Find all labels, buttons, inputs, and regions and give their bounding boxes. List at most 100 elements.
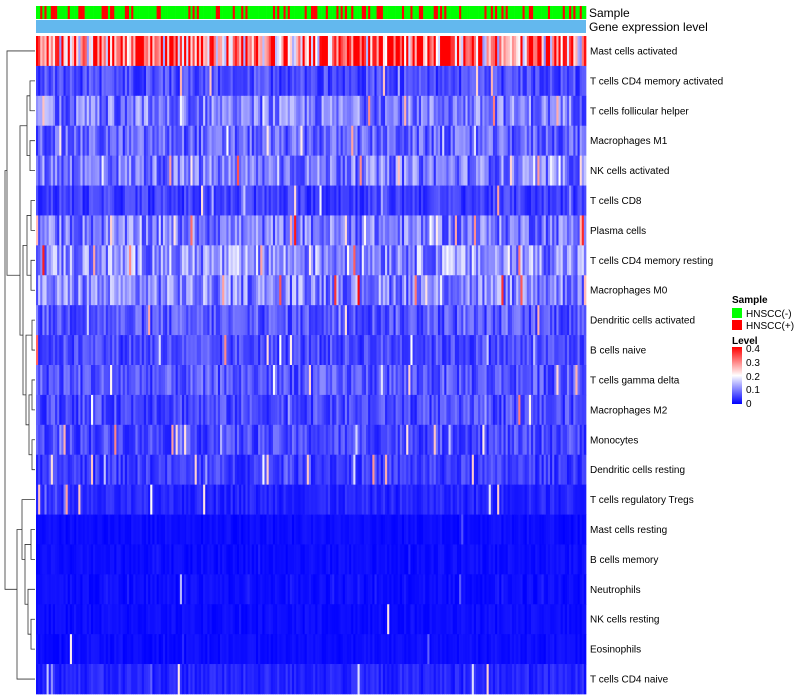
heatmap-cell <box>76 574 79 605</box>
heatmap-cell <box>315 36 318 67</box>
heatmap-cell <box>452 275 456 306</box>
heatmap-cell <box>482 365 485 396</box>
sample-annotation-cell <box>579 6 583 19</box>
heatmap-cell <box>181 454 185 485</box>
heatmap-cell <box>84 424 88 456</box>
heatmap-cell <box>105 95 109 127</box>
heatmap-cell <box>446 245 449 276</box>
sample-annotation-cell <box>256 6 259 19</box>
heatmap-cell <box>526 185 530 216</box>
heatmap-cell <box>450 275 454 306</box>
heatmap-cell <box>241 185 244 216</box>
heatmap-cell <box>188 514 191 545</box>
heatmap-cell <box>234 484 238 515</box>
heatmap-cell <box>342 36 346 67</box>
heatmap-cell <box>304 424 308 456</box>
heatmap-cell <box>217 454 221 485</box>
heatmap-cell <box>188 484 191 515</box>
heatmap-cell <box>228 215 231 246</box>
heatmap-cell <box>137 185 141 216</box>
heatmap-cell <box>194 245 198 276</box>
heatmap-cell <box>249 394 253 426</box>
heatmap-cell <box>380 454 384 485</box>
heatmap-cell <box>86 95 90 127</box>
heatmap-cell <box>418 335 422 366</box>
heatmap-cell <box>302 394 306 426</box>
heatmap-cell <box>503 95 506 127</box>
heatmap-cell <box>103 215 107 246</box>
heatmap-cell <box>48 95 52 127</box>
heatmap-cell <box>533 125 536 156</box>
sample-annotation-cell <box>435 6 439 19</box>
sample-annotation-cell <box>355 6 358 19</box>
heatmap-cell <box>36 155 39 186</box>
heatmap-cell <box>44 335 47 366</box>
heatmap-cell <box>543 544 547 575</box>
heatmap-cell <box>294 215 297 246</box>
heatmap-cell <box>389 484 392 515</box>
heatmap-cell <box>137 245 141 276</box>
heatmap-cell <box>203 484 206 515</box>
heatmap-cell <box>541 95 545 127</box>
heatmap-cell <box>461 245 464 276</box>
heatmap-cell <box>44 155 47 186</box>
heatmap-cell <box>378 335 382 366</box>
heatmap-cell <box>287 305 291 336</box>
heatmap-cell <box>57 185 60 216</box>
heatmap-cell <box>300 484 303 515</box>
heatmap-cell <box>421 424 424 456</box>
heatmap-cell <box>569 544 572 575</box>
heatmap-cell <box>74 544 77 575</box>
heatmap-cell <box>201 65 204 97</box>
heatmap-cell <box>120 544 124 575</box>
heatmap-cell <box>266 36 270 67</box>
heatmap-cell <box>467 335 471 366</box>
heatmap-cell <box>478 544 481 575</box>
heatmap-cell <box>391 335 394 366</box>
heatmap-cell <box>531 424 534 456</box>
heatmap-cell <box>80 275 83 306</box>
heatmap-cell <box>272 155 276 186</box>
heatmap-cell <box>78 305 81 336</box>
heatmap-cell <box>471 454 475 485</box>
heatmap-cell <box>283 95 286 127</box>
heatmap-cell <box>374 305 377 336</box>
heatmap-cell <box>103 454 107 485</box>
heatmap-cell <box>40 65 43 97</box>
heatmap-cell <box>48 215 52 246</box>
heatmap-cell <box>256 424 259 456</box>
heatmap-cell <box>539 65 542 97</box>
heatmap-cell <box>416 424 420 456</box>
heatmap-cell <box>86 305 90 336</box>
heatmap-cell <box>289 365 293 396</box>
heatmap-cell <box>88 544 92 575</box>
heatmap-cell <box>421 335 424 366</box>
heatmap-cell <box>232 544 236 575</box>
heatmap-cell <box>562 65 566 97</box>
heatmap-cell <box>478 335 481 366</box>
heatmap-cell <box>148 454 151 485</box>
heatmap-cell <box>366 36 369 67</box>
heatmap-cell <box>414 365 418 396</box>
heatmap-cell <box>52 305 56 336</box>
sample-annotation-cell <box>338 6 341 19</box>
heatmap-cell <box>211 36 215 67</box>
heatmap-cell <box>344 95 348 127</box>
heatmap-cell <box>351 245 354 276</box>
heatmap-cell <box>241 95 244 127</box>
heatmap-cell <box>279 394 282 426</box>
heatmap-cell <box>296 36 299 67</box>
heatmap-cell <box>65 245 69 276</box>
heatmap-cell <box>137 514 141 545</box>
heatmap-cell <box>526 365 530 396</box>
heatmap-cell <box>313 394 316 426</box>
heatmap-cell <box>497 275 500 306</box>
heatmap-cell <box>395 335 399 366</box>
heatmap-cell <box>256 454 259 485</box>
heatmap-cell <box>338 95 341 127</box>
heatmap-cell <box>52 275 56 306</box>
heatmap-cell <box>461 424 464 456</box>
heatmap-cell <box>194 215 198 246</box>
heatmap-cell <box>133 125 136 156</box>
heatmap-cell <box>38 185 41 216</box>
